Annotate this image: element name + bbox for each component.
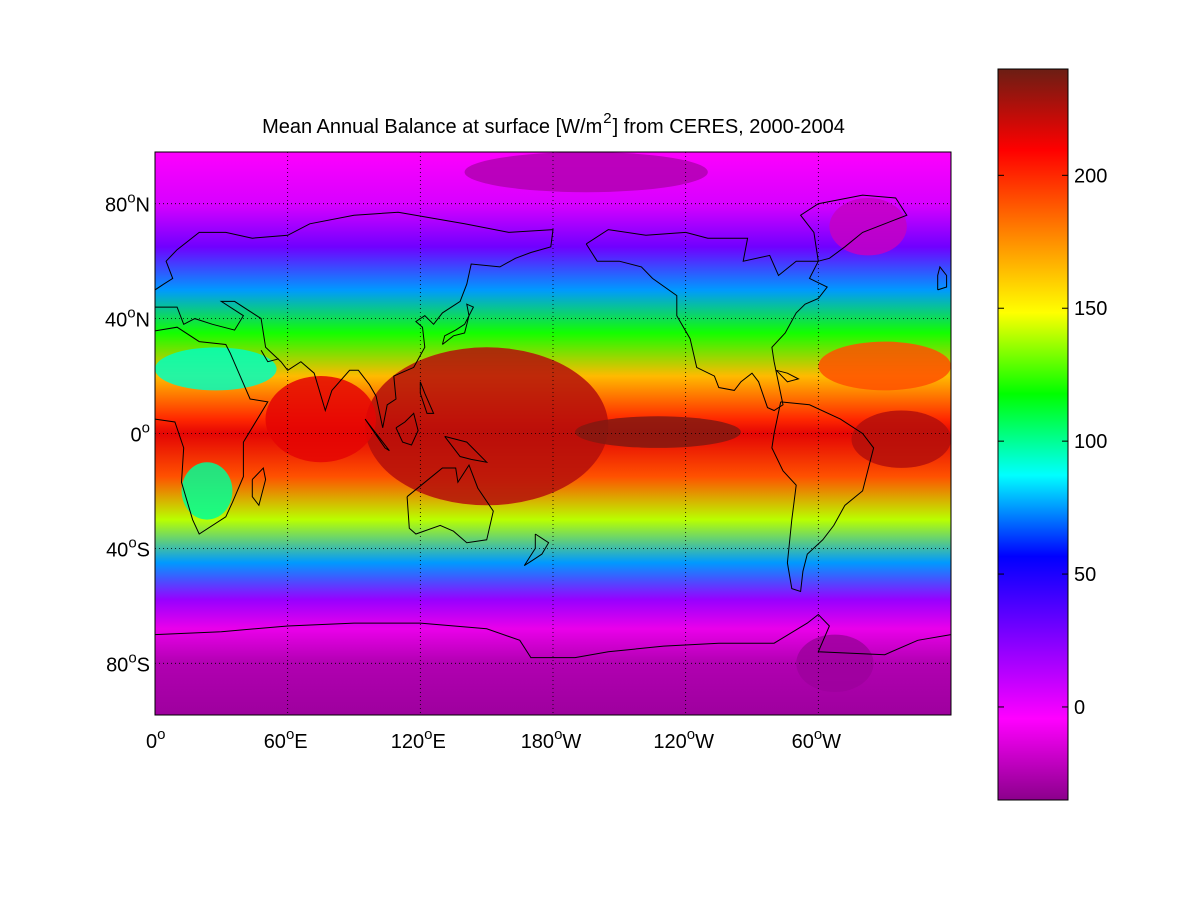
map-grid	[155, 152, 951, 715]
y-tick-label: 80oS	[106, 649, 150, 676]
y-tick-label: 40oS	[106, 534, 150, 561]
x-tick-label: 60oE	[264, 726, 308, 753]
coastline-australia	[406, 464, 494, 544]
colorbar-tick-label: 100	[1074, 431, 1107, 453]
coastline-borneo	[395, 412, 419, 446]
coastline-british-isles	[937, 265, 948, 291]
feature-southern-africa	[181, 462, 233, 520]
feature-sahara-arabia	[155, 347, 277, 391]
coastline-greenland	[799, 194, 908, 262]
coastline-europe-asia	[155, 211, 554, 428]
coastline-arabia-gulf	[260, 349, 279, 363]
coastline-philippines	[419, 381, 435, 414]
y-tick-label: 0o	[131, 420, 150, 447]
x-tick-label: 180oW	[521, 726, 582, 753]
coastline-new-guinea	[444, 435, 489, 463]
feature-western-pacific-warm-pool	[365, 347, 609, 506]
coastline-sumatra	[364, 418, 390, 452]
coastline-africa	[155, 326, 269, 535]
coastline-caribbean	[775, 369, 800, 383]
colorbar	[997, 68, 1069, 801]
map-title-text: Mean Annual Balance at surface [W/m	[262, 116, 603, 138]
map-axes: 0o 60oE 120oE 180oW 120oW 60oW 80oN 40oN 0o 40oS 8…	[105, 190, 841, 753]
colorbar-tick-label: 0	[1074, 697, 1085, 719]
map-plot-area	[155, 152, 951, 715]
map-frame	[154, 151, 952, 716]
x-tick-label: 60oW	[792, 726, 842, 753]
x-tick-label: 120oW	[653, 726, 714, 753]
x-tick-label: 120oE	[391, 726, 446, 753]
y-tick-label: 40oN	[105, 305, 150, 332]
feature-central-east-pacific-equator	[575, 416, 741, 448]
y-tick-label: 80oN	[105, 190, 150, 217]
coastlines	[155, 194, 951, 659]
feature-indian-ocean	[265, 376, 377, 463]
regional-features	[155, 152, 951, 692]
feature-antarctica-peninsula	[796, 634, 874, 692]
feature-north-atlantic-subtropics	[818, 341, 951, 391]
colorbar-tick-label: 50	[1074, 564, 1096, 586]
coastline-antarctica	[155, 613, 951, 659]
map-title-suffix: ] from CERES, 2000-2004	[612, 116, 845, 138]
coastline-madagascar	[251, 466, 267, 507]
colorbar-tick-label: 200	[1074, 165, 1107, 187]
colorbar-tick-label: 150	[1074, 298, 1107, 320]
coastline-south-america	[771, 401, 875, 593]
feature-arctic-ocean-cap	[464, 152, 708, 193]
coastline-north-america	[585, 229, 828, 412]
colorbar-axis: 0 50 100 150 200	[998, 165, 1107, 719]
map-title: Mean Annual Balance at surface [W/m2] fr…	[155, 110, 952, 139]
map-title-superscript: 2	[603, 110, 612, 127]
coastline-japan	[441, 303, 475, 345]
x-tick-label: 0o	[146, 726, 165, 753]
feature-equatorial-atlantic	[851, 410, 951, 468]
feature-greenland	[829, 198, 907, 256]
